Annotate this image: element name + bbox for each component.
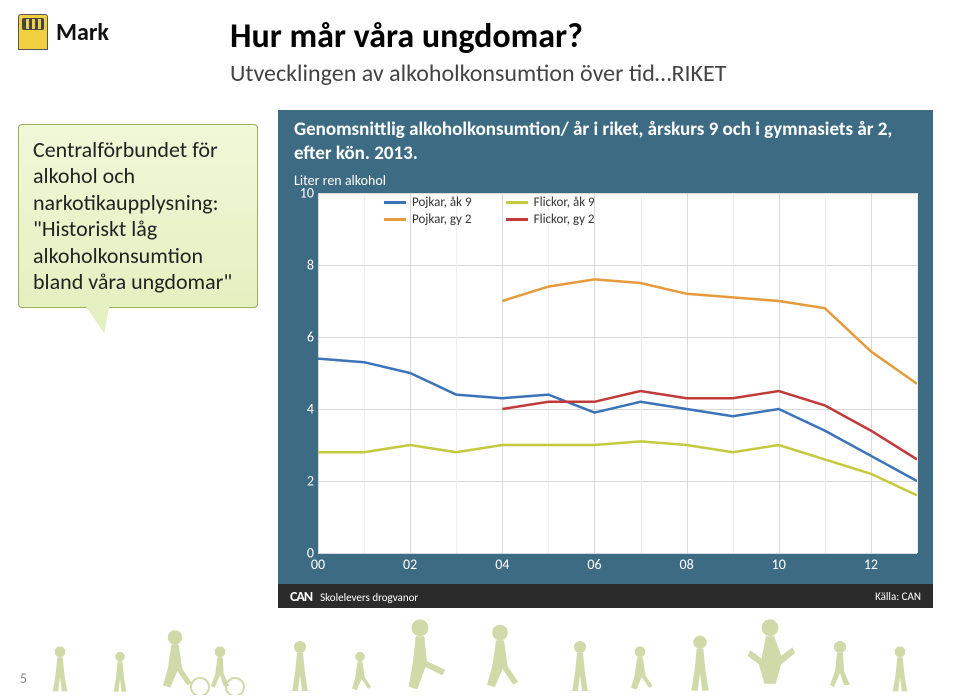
- xtick-label: 00: [311, 556, 325, 573]
- xtick-label: 12: [864, 556, 878, 573]
- xtick-label: 06: [587, 556, 601, 573]
- chart-ylabel: Liter ren alkohol: [278, 168, 933, 191]
- xtick-label: 04: [495, 556, 509, 573]
- legend-label: Flickor, gy 2: [534, 212, 595, 227]
- legend-swatch: [506, 201, 528, 204]
- chart-title: Genomsnittlig alkoholkonsumtion/ år i ri…: [278, 110, 933, 168]
- legend-item: Pojkar, åk 9: [384, 195, 472, 210]
- xtick-label: 10: [772, 556, 786, 573]
- legend-item: Pojkar, gy 2: [384, 212, 472, 227]
- legend-item: Flickor, åk 9: [506, 195, 595, 210]
- xtick-label: 08: [680, 556, 694, 573]
- legend-swatch: [506, 218, 528, 221]
- series-line: [318, 358, 917, 480]
- series-line: [502, 279, 917, 383]
- legend-label: Flickor, åk 9: [534, 195, 595, 210]
- legend-label: Pojkar, åk 9: [412, 195, 472, 210]
- page-title: Hur mår våra ungdomar?: [230, 16, 920, 57]
- chart-legend: Pojkar, åk 9 Flickor, åk 9 Pojkar, gy 2 Fli…: [384, 195, 595, 227]
- decorative-silhouette: [0, 607, 960, 695]
- header: Hur mår våra ungdomar? Utvecklingen av a…: [230, 16, 920, 88]
- brand-crest-icon: [18, 14, 48, 50]
- legend-item: Flickor, gy 2: [506, 212, 595, 227]
- chart-panel: Genomsnittlig alkoholkonsumtion/ år i ri…: [278, 110, 933, 608]
- brand-block: Mark: [18, 14, 109, 50]
- callout-box: Centralförbundet för alkohol och narkoti…: [18, 124, 258, 308]
- chart-footer: CANSkolelevers drogvanor Källa: CAN: [278, 584, 933, 608]
- chart-plot-area: 024681000020406081012Pojkar, åk 9Flickor…: [318, 193, 917, 553]
- ytick-label: 10: [290, 184, 314, 201]
- ytick-label: 2: [290, 472, 314, 489]
- page-number: 5: [20, 670, 27, 687]
- legend-label: Pojkar, gy 2: [412, 212, 471, 227]
- ytick-label: 6: [290, 328, 314, 345]
- chart-footer-right: Källa: CAN: [875, 590, 921, 603]
- page-subtitle: Utvecklingen av alkoholkonsumtion över t…: [230, 59, 920, 88]
- legend-swatch: [384, 201, 406, 204]
- legend-swatch: [384, 218, 406, 221]
- xtick-label: 02: [403, 556, 417, 573]
- chart-footer-left: CANSkolelevers drogvanor: [290, 588, 418, 605]
- series-line: [318, 441, 917, 495]
- callout-text: Centralförbundet för alkohol och narkoti…: [33, 136, 232, 295]
- ytick-label: 4: [290, 400, 314, 417]
- ytick-label: 8: [290, 256, 314, 273]
- brand-name: Mark: [56, 18, 109, 47]
